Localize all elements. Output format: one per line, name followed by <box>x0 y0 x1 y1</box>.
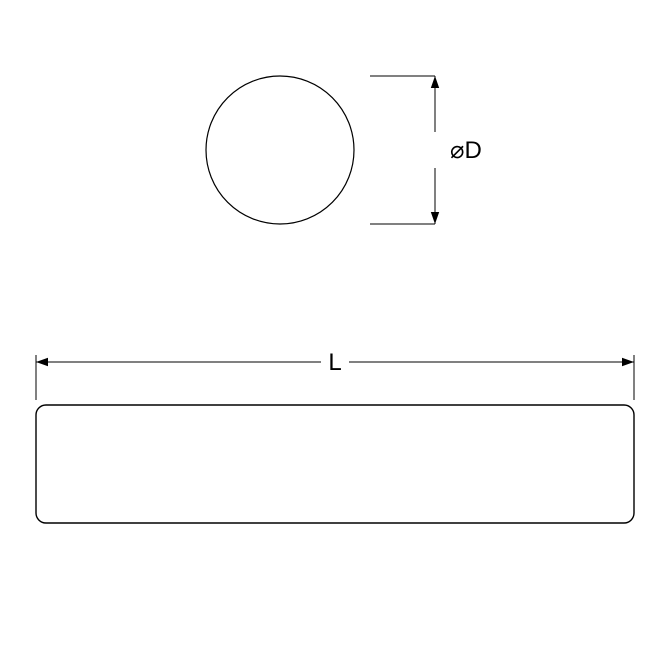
technical-drawing: ⌀D L <box>0 0 670 670</box>
diameter-label: ⌀D <box>450 137 482 164</box>
length-label: L <box>328 349 341 376</box>
